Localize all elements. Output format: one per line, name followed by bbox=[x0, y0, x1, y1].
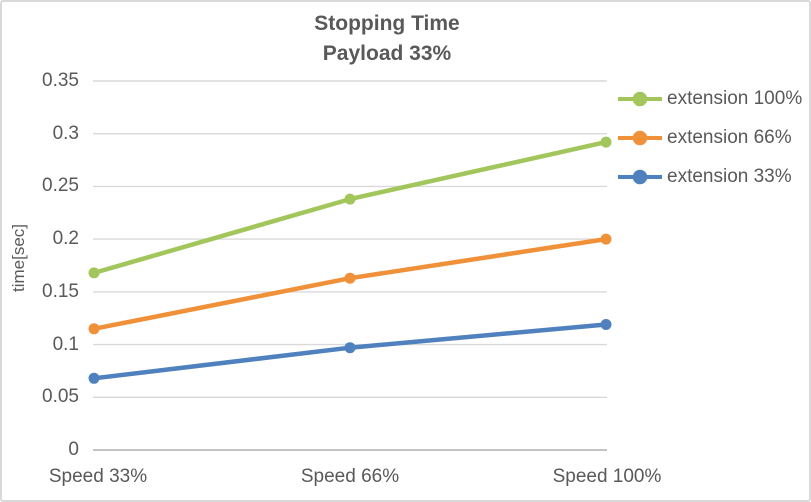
data-point bbox=[88, 372, 100, 384]
y-tick-label: 0.35 bbox=[42, 70, 79, 91]
legend-item-0: extension 100% bbox=[617, 88, 803, 109]
chart-title-line1: Stopping Time bbox=[314, 12, 460, 35]
series-line-0 bbox=[91, 139, 609, 276]
x-category-label: Speed 100% bbox=[552, 466, 662, 487]
y-tick-label: 0.3 bbox=[52, 122, 79, 144]
data-point bbox=[88, 323, 100, 335]
y-tick-label: 0.1 bbox=[52, 333, 79, 355]
data-point bbox=[344, 272, 356, 284]
legend-item-2: extension 33% bbox=[617, 166, 802, 187]
y-axis-title: time[sec] bbox=[9, 223, 28, 293]
y-tick-label: 0 bbox=[68, 439, 79, 460]
chart-title: Stopping Time Payload 33% bbox=[0, 9, 774, 69]
legend-marker-icon bbox=[618, 91, 662, 107]
y-tick-label: 0.05 bbox=[42, 386, 79, 408]
chart-title-line2: Payload 33% bbox=[322, 42, 452, 65]
y-tick-label: 0.15 bbox=[42, 280, 79, 302]
legend-label: extension 33% bbox=[667, 166, 792, 187]
data-point bbox=[600, 233, 612, 245]
data-point bbox=[88, 267, 100, 279]
legend-label: extension 66% bbox=[667, 127, 792, 148]
data-point bbox=[344, 193, 356, 205]
data-point bbox=[600, 319, 612, 330]
x-category-label: Speed 66% bbox=[300, 466, 400, 487]
y-tick-label: 0.2 bbox=[52, 228, 79, 250]
x-category-label: Speed 33% bbox=[48, 466, 148, 487]
legend-label: extension 100% bbox=[667, 88, 803, 109]
data-point bbox=[344, 342, 356, 354]
legend-marker-icon bbox=[618, 169, 662, 185]
y-tick-label: 0.25 bbox=[42, 175, 79, 197]
data-point bbox=[600, 136, 612, 148]
legend-item-1: extension 66% bbox=[617, 127, 802, 148]
legend: extension 100% extension 66% extension 33% bbox=[617, 88, 803, 187]
legend-marker-icon bbox=[618, 130, 662, 146]
